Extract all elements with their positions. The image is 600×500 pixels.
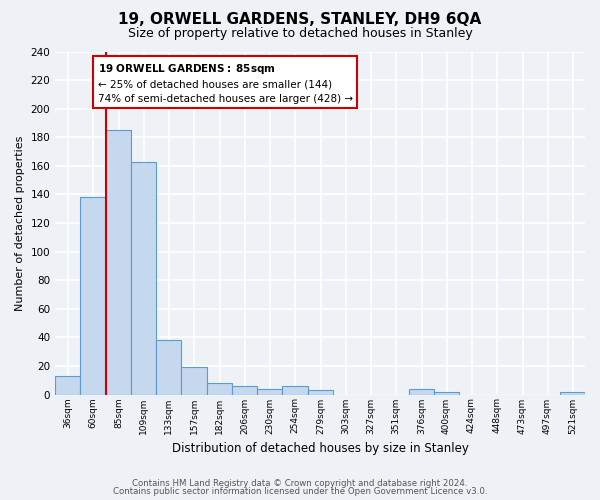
Text: Contains public sector information licensed under the Open Government Licence v3: Contains public sector information licen… (113, 487, 487, 496)
Bar (131, 162, 156, 394)
Bar (560, 392, 585, 394)
Bar (80, 198, 106, 394)
Bar (156, 340, 181, 394)
Bar (181, 368, 207, 394)
Bar (257, 389, 282, 394)
Bar (282, 386, 308, 394)
Bar (232, 386, 257, 394)
Text: Size of property relative to detached houses in Stanley: Size of property relative to detached ho… (128, 28, 472, 40)
Bar (55, 376, 80, 394)
Bar (434, 392, 459, 394)
X-axis label: Distribution of detached houses by size in Stanley: Distribution of detached houses by size … (172, 442, 469, 455)
Bar (106, 130, 131, 394)
Text: Contains HM Land Registry data © Crown copyright and database right 2024.: Contains HM Land Registry data © Crown c… (132, 478, 468, 488)
Text: 19, ORWELL GARDENS, STANLEY, DH9 6QA: 19, ORWELL GARDENS, STANLEY, DH9 6QA (118, 12, 482, 28)
Text: $\mathbf{19\ ORWELL\ GARDENS:\ 85sqm}$
← 25% of detached houses are smaller (144: $\mathbf{19\ ORWELL\ GARDENS:\ 85sqm}$ ←… (98, 62, 353, 104)
Bar (409, 389, 434, 394)
Bar (308, 390, 333, 394)
Y-axis label: Number of detached properties: Number of detached properties (15, 136, 25, 310)
Bar (207, 383, 232, 394)
